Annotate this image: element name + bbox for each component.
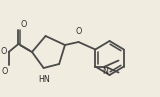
- Text: O: O: [1, 67, 8, 76]
- Text: HN: HN: [39, 75, 50, 84]
- Text: O: O: [0, 46, 7, 55]
- Text: O: O: [75, 27, 82, 36]
- Text: O: O: [20, 20, 27, 29]
- Text: N: N: [102, 68, 108, 77]
